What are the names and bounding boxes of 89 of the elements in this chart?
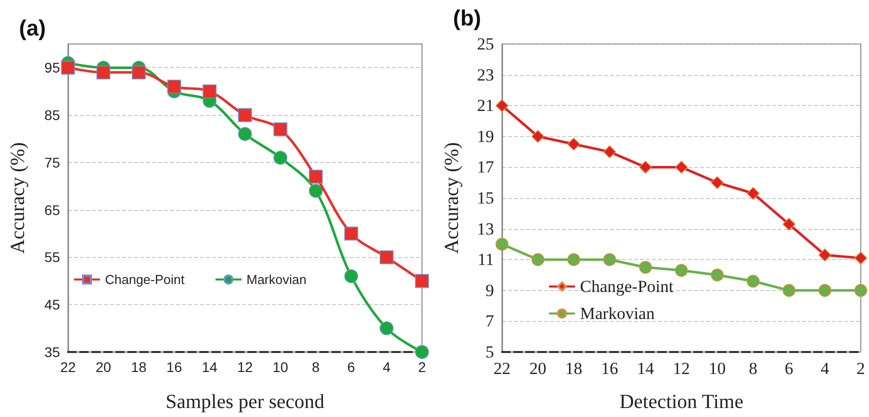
x-tick-label: 22 — [494, 359, 510, 378]
y-tick-label: 11 — [478, 250, 494, 270]
point — [639, 160, 652, 174]
point — [639, 260, 652, 274]
point — [854, 284, 868, 297]
point — [132, 66, 146, 80]
point — [818, 284, 832, 297]
x-tick-label: 4 — [820, 359, 830, 378]
x-tick-label: 8 — [312, 359, 320, 375]
legend-label: Markovian — [580, 304, 656, 323]
point — [496, 238, 508, 251]
chart-title: (b) — [453, 6, 482, 30]
point — [61, 60, 75, 75]
y-tick-label: 21 — [477, 96, 494, 116]
point — [674, 160, 688, 174]
x-axis-title: Samples per second — [166, 391, 324, 413]
y-tick-label: 23 — [477, 65, 494, 84]
y-tick-label: 55 — [44, 249, 60, 266]
point — [746, 186, 760, 200]
y-tick-label: 7 — [486, 312, 494, 331]
point — [818, 248, 832, 262]
point — [274, 122, 288, 136]
x-tick-label: 18 — [565, 359, 582, 378]
x-tick-label: 20 — [96, 359, 112, 375]
legend-label: Markovian — [246, 272, 306, 287]
y-tick-label: 9 — [486, 280, 494, 300]
y-tick-label: 17 — [477, 158, 494, 177]
point — [854, 252, 868, 264]
y-tick-label: 19 — [477, 126, 494, 146]
x-tick-label: 16 — [601, 359, 618, 378]
y-axis-title: Accuracy (%) — [7, 142, 29, 254]
point — [308, 170, 323, 184]
point — [238, 108, 252, 122]
y-tick-label: 85 — [44, 107, 60, 124]
x-tick-label: 6 — [347, 359, 356, 375]
point — [782, 284, 796, 297]
point — [308, 184, 323, 198]
point — [603, 253, 616, 266]
point — [782, 218, 796, 231]
point — [531, 253, 544, 266]
point — [531, 130, 544, 143]
y-tick-label: 13 — [477, 219, 494, 238]
y-tick-label: 5 — [486, 342, 494, 362]
point — [380, 321, 394, 336]
point — [344, 226, 358, 240]
x-tick-label: 18 — [131, 359, 147, 375]
point — [96, 66, 110, 80]
point — [344, 269, 358, 284]
x-tick-label: 20 — [529, 359, 546, 378]
legend-label: Change-Point — [105, 272, 185, 287]
point — [746, 274, 760, 288]
x-tick-label: 14 — [202, 359, 218, 375]
x-tick-label: 8 — [748, 359, 758, 378]
point — [710, 176, 724, 189]
chart-title: (a) — [19, 16, 46, 40]
point — [567, 253, 580, 266]
x-tick-label: 22 — [60, 359, 76, 375]
x-tick-label: 16 — [166, 359, 182, 375]
point — [238, 127, 252, 141]
y-tick-label: 25 — [477, 34, 494, 54]
x-axis-title: Detection Time — [619, 391, 744, 413]
x-tick-label: 10 — [272, 359, 288, 375]
y-tick-label: 35 — [44, 344, 60, 360]
y-tick-label: 45 — [44, 296, 60, 313]
point — [603, 145, 616, 158]
x-tick-label: 4 — [382, 359, 391, 375]
x-tick-label: 6 — [784, 359, 794, 378]
legend-label: Change-Point — [580, 277, 674, 296]
x-tick-label: 2 — [856, 359, 865, 378]
x-tick-label: 12 — [237, 359, 253, 375]
point — [415, 345, 429, 359]
x-tick-label: 14 — [637, 359, 654, 378]
point — [274, 150, 288, 165]
x-tick-label: 12 — [672, 359, 690, 378]
x-tick-label: 2 — [418, 359, 426, 375]
point — [202, 84, 216, 98]
point — [496, 99, 508, 112]
point — [674, 264, 688, 277]
x-tick-label: 10 — [708, 359, 726, 378]
y-tick-label: 75 — [44, 154, 60, 170]
y-tick-label: 65 — [44, 202, 60, 218]
y-tick-label: 95 — [44, 60, 60, 76]
y-axis-title: Accuracy (%) — [441, 142, 463, 254]
point — [415, 274, 429, 288]
point — [167, 80, 182, 94]
point — [567, 138, 580, 150]
point — [380, 250, 394, 264]
point — [710, 268, 724, 282]
y-tick-label: 15 — [477, 188, 494, 208]
